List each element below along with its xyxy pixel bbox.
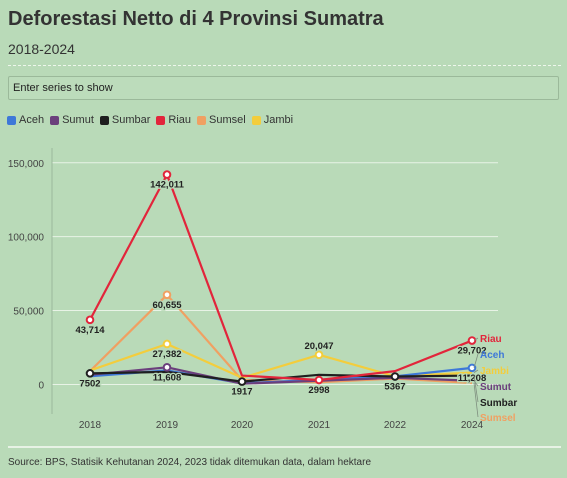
series-line-sumut	[89, 366, 473, 385]
data-label: 11,608	[153, 372, 182, 383]
end-label-jambi: Jambi	[480, 366, 509, 377]
data-point-riau	[314, 375, 324, 385]
data-point-sumut	[162, 362, 172, 372]
data-point-aceh	[467, 363, 477, 373]
data-point-jambi	[162, 339, 172, 349]
legend-item-riau[interactable]: Riau	[156, 114, 191, 126]
data-point-sumbar	[390, 372, 400, 381]
data-point-sumsel	[162, 290, 172, 300]
end-label-aceh: Aceh	[480, 350, 504, 361]
legend-swatch	[7, 115, 16, 125]
legend-item-jambi[interactable]: Jambi	[251, 114, 294, 126]
data-label: 7502	[79, 378, 100, 389]
end-label-leader	[473, 353, 479, 368]
end-label-leader	[473, 369, 479, 373]
data-point-riau	[85, 315, 95, 325]
x-tick-label: 2022	[384, 420, 407, 431]
x-tick-label: 2021	[308, 420, 331, 431]
legend-label: Riau	[168, 114, 192, 126]
end-label-sumut: Sumut	[480, 382, 512, 393]
legend-label: Aceh	[19, 114, 45, 126]
data-point-riau	[467, 336, 477, 345]
data-label: 1917	[231, 387, 252, 398]
end-label-sumsel: Sumsel	[480, 413, 516, 424]
legend-item-sumut[interactable]: Sumut	[50, 114, 94, 126]
chart-subtitle: 2018-2024	[8, 41, 75, 57]
series-search-input[interactable]	[8, 76, 559, 100]
y-tick-label: 150,000	[8, 159, 45, 170]
y-tick-label: 0	[38, 380, 44, 391]
y-tick-label: 50,000	[13, 307, 44, 318]
data-label: 27,382	[152, 349, 181, 360]
footer-divider	[8, 446, 561, 448]
chart-title: Deforestasi Netto di 4 Provinsi Sumatra	[8, 8, 384, 30]
legend-item-sumsel[interactable]: Sumsel	[197, 114, 246, 126]
line-chart: 0 50,000 100,000 150,000 2018 2019 2020 2021 202…	[8, 148, 517, 431]
data-point-riau	[162, 170, 172, 179]
legend-swatch	[197, 115, 207, 125]
data-point-jambi	[314, 350, 324, 360]
data-point-sumbar	[237, 377, 247, 386]
x-tick-label: 2020	[231, 420, 254, 431]
x-tick-label: 2024	[461, 420, 484, 431]
data-label: 43,714	[75, 325, 105, 336]
end-label-leader	[473, 382, 479, 418]
legend-label: Sumut	[62, 114, 94, 126]
x-tick-label: 2018	[79, 420, 102, 431]
legend-item-sumbar[interactable]: Sumbar	[99, 114, 151, 126]
end-label-sumbar: Sumbar	[480, 398, 517, 409]
legend-item-aceh[interactable]: Aceh	[7, 114, 44, 126]
data-label: 5367	[384, 382, 405, 393]
legend: Aceh Sumut Sumbar Riau Sumsel Jambi	[7, 114, 299, 126]
data-label: 60,655	[152, 300, 182, 311]
series-line-riau	[89, 173, 473, 382]
end-label-leader	[473, 337, 479, 341]
x-tick-label: 2019	[156, 420, 179, 431]
data-label: 2998	[308, 385, 329, 396]
legend-swatch	[50, 115, 60, 125]
data-point-sumbar	[85, 369, 95, 378]
legend-swatch	[99, 115, 109, 125]
legend-label: Sumbar	[111, 114, 151, 126]
legend-label: Jambi	[263, 114, 294, 126]
data-label: 142,011	[150, 180, 185, 191]
legend-swatch	[156, 115, 166, 125]
y-tick-label: 100,000	[8, 233, 45, 244]
source-note: Source: BPS, Statisik Kehutanan 2024, 20…	[8, 457, 372, 468]
legend-swatch	[251, 115, 261, 125]
end-label-leader	[473, 375, 479, 403]
data-label: 11,208	[458, 373, 487, 384]
end-label-riau: Riau	[480, 334, 502, 345]
header-divider	[8, 65, 561, 66]
legend-label: Sumsel	[209, 114, 246, 126]
data-label: 29,702	[457, 346, 486, 357]
data-label: 20,047	[304, 341, 333, 352]
